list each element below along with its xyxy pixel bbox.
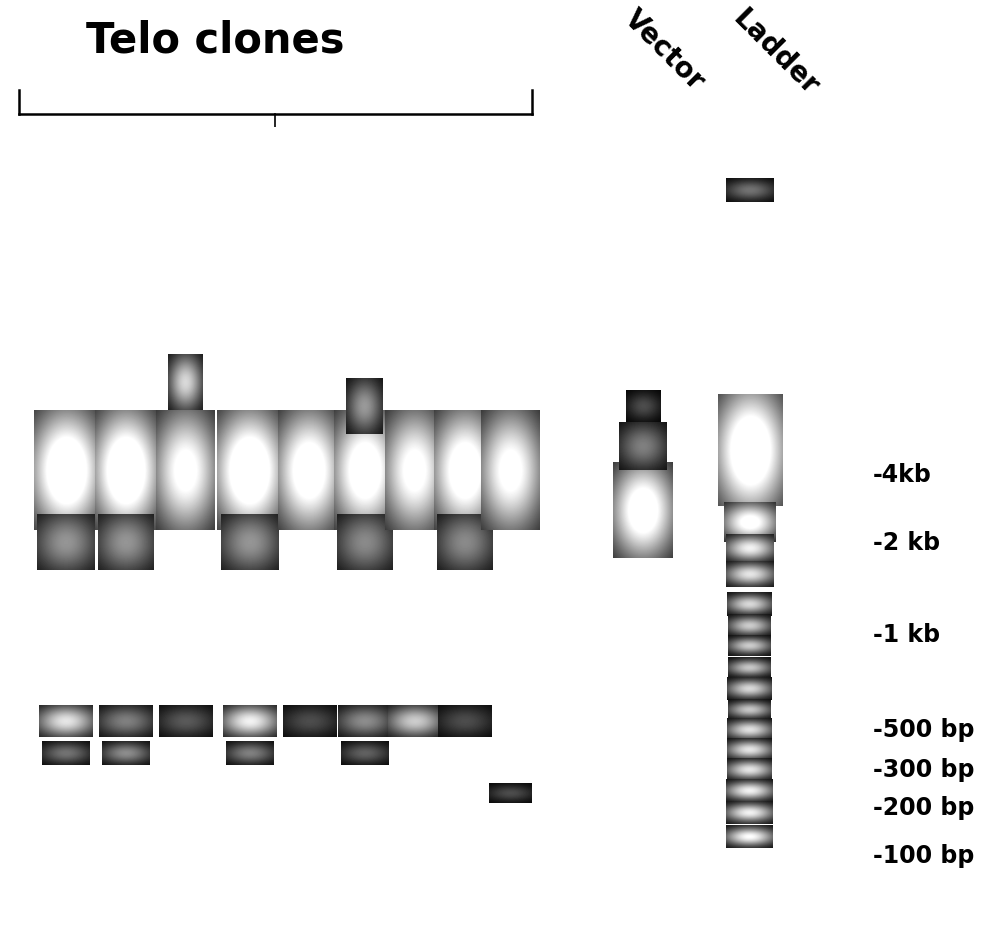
Text: -2 kb: -2 kb [873,531,940,554]
Text: -4kb: -4kb [873,463,932,486]
Text: Vector: Vector [619,5,710,96]
Text: -100 bp: -100 bp [873,843,974,867]
Text: -1 kb: -1 kb [873,622,940,646]
Text: -300 bp: -300 bp [873,758,975,782]
Text: Telo clones: Telo clones [86,20,344,61]
Text: -200 bp: -200 bp [873,795,974,819]
Text: -500 bp: -500 bp [873,717,975,742]
Text: Ladder: Ladder [727,5,824,101]
